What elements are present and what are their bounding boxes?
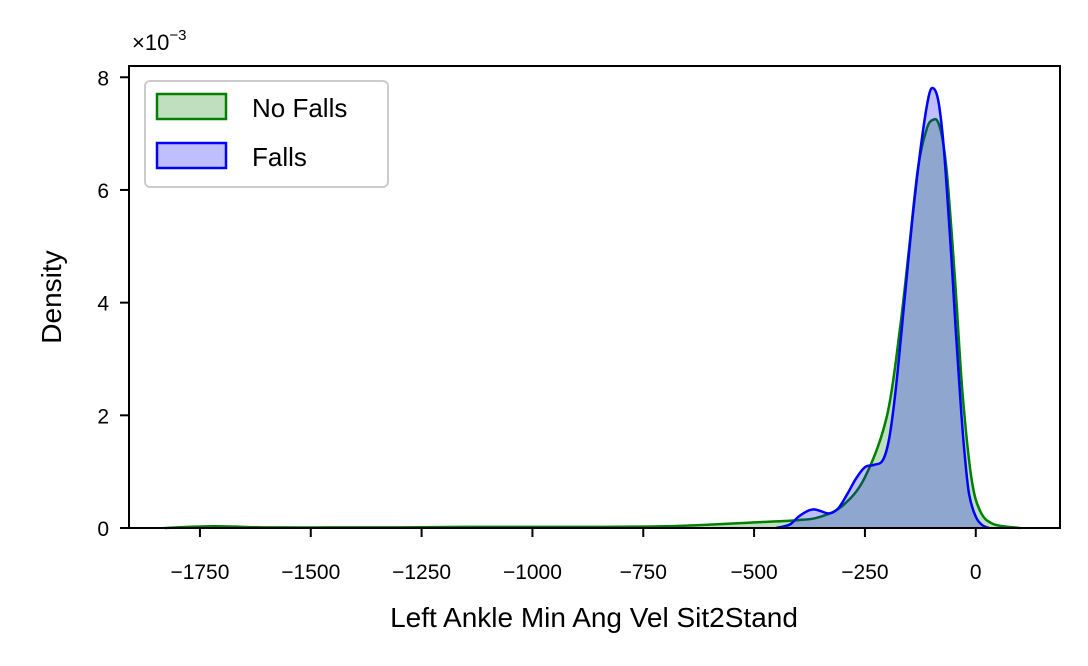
legend-label-falls: Falls	[252, 142, 307, 172]
legend-label-no-falls: No Falls	[252, 93, 347, 123]
legend: No Falls Falls	[144, 80, 389, 188]
y-tick-label: 6	[97, 180, 109, 203]
legend-swatch-falls	[155, 141, 228, 170]
y-tick-label: 8	[97, 67, 109, 90]
x-axis: −1750 −1500 −1250 −1000 −750 −500 −250 0	[170, 528, 982, 584]
x-tick-label: −750	[620, 561, 667, 584]
y-tick-label: 0	[97, 518, 109, 541]
x-tick-label: −1250	[392, 561, 451, 584]
x-tick-label: −1750	[170, 561, 229, 584]
x-tick-label: −250	[841, 561, 888, 584]
legend-swatch-no-falls	[155, 92, 228, 121]
area-fill-falls	[776, 87, 990, 528]
area-layer	[164, 86, 1021, 530]
x-tick-label: −1000	[503, 561, 562, 584]
x-tick-label: 0	[970, 561, 982, 584]
y-axis-label: Density	[36, 250, 67, 343]
y-axis: 0 2 4 6 8	[97, 67, 129, 541]
density-line-no-falls	[164, 117, 1021, 530]
area-fill-no-falls	[164, 119, 1021, 528]
legend-frame	[144, 80, 389, 188]
x-axis-label: Left Ankle Min Ang Vel Sit2Stand	[390, 602, 798, 633]
x-tick-label: −1500	[281, 561, 340, 584]
density-line-falls	[775, 86, 990, 530]
y-scale-exponent: −3	[169, 27, 186, 44]
y-tick-label: 4	[97, 293, 109, 316]
y-tick-label: 2	[97, 405, 109, 428]
y-scale-label: ×10−3	[132, 27, 186, 55]
x-tick-label: −500	[730, 561, 777, 584]
plot-frame	[128, 65, 1061, 529]
